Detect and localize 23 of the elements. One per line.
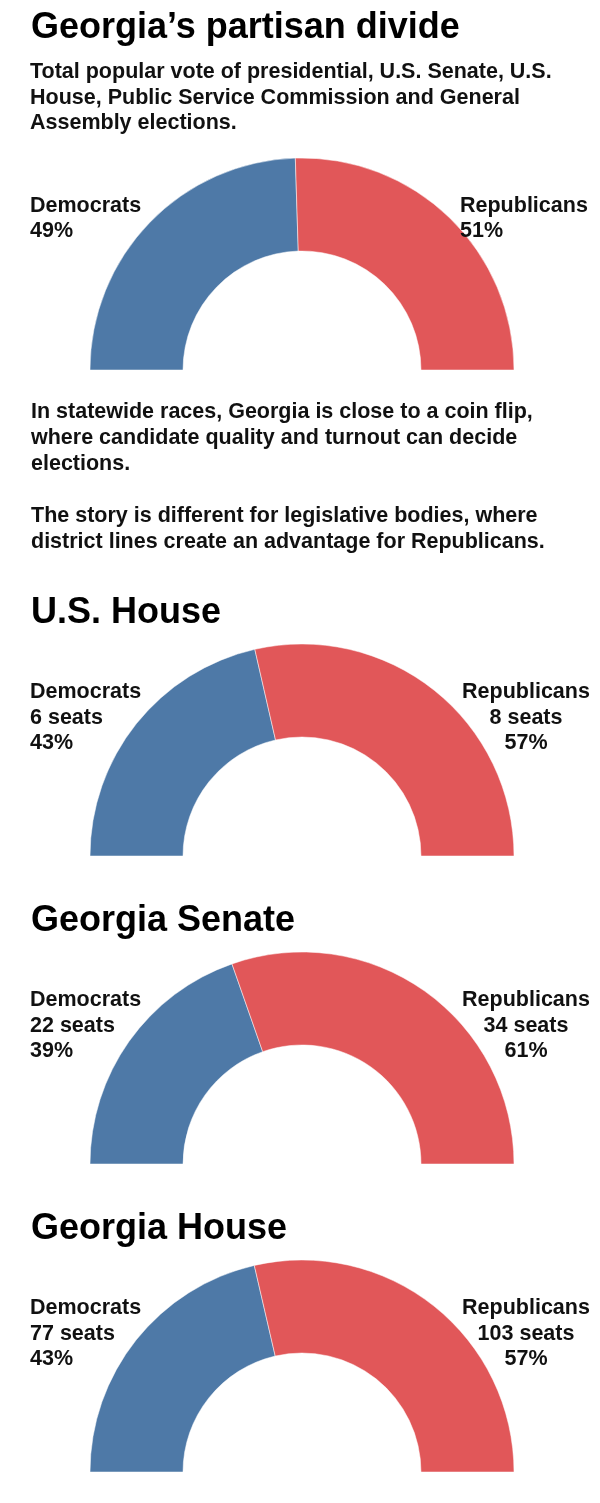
slice-label: Republicans bbox=[462, 1295, 590, 1320]
data-label: 77 seats 43% bbox=[30, 1320, 115, 1371]
slice-label: Republicans bbox=[460, 192, 588, 217]
slice-label: Democrats bbox=[30, 192, 142, 217]
text: In statewide races, Georgia is close to a coin flip, where candidate quality and turnout can decide elections. bbox=[31, 398, 533, 475]
data-label: 51% bbox=[460, 218, 504, 243]
chart-title: Georgia House bbox=[31, 1206, 288, 1248]
chart-title: U.S. House bbox=[31, 590, 222, 632]
data-label: 6 seats 43% bbox=[30, 704, 103, 755]
slice-label: Democrats bbox=[30, 679, 142, 704]
data-label: 49% bbox=[30, 218, 74, 243]
slice-label: Democrats bbox=[30, 987, 142, 1012]
data-label: 103 seats 57% bbox=[477, 1320, 575, 1371]
text: The story is different for legislative bodies, where district lines create an advantage for Republicans. bbox=[31, 503, 545, 554]
data-label: 22 seats 39% bbox=[30, 1012, 115, 1063]
chart-subtitle: Total popular vote of presidential, U.S. Senate, U.S. House, Public Service Commission and General Assembly elections. bbox=[30, 59, 552, 135]
chart-title: Georgia’s partisan divide bbox=[31, 5, 460, 46]
slice-label: Republicans bbox=[462, 987, 590, 1012]
data-label: 34 seats 61% bbox=[483, 1012, 569, 1063]
slice-label: Democrats bbox=[30, 1295, 142, 1320]
data-label: 8 seats 57% bbox=[489, 704, 563, 755]
slice-label: Republicans bbox=[462, 679, 590, 704]
chart-title: Georgia Senate bbox=[31, 898, 296, 940]
